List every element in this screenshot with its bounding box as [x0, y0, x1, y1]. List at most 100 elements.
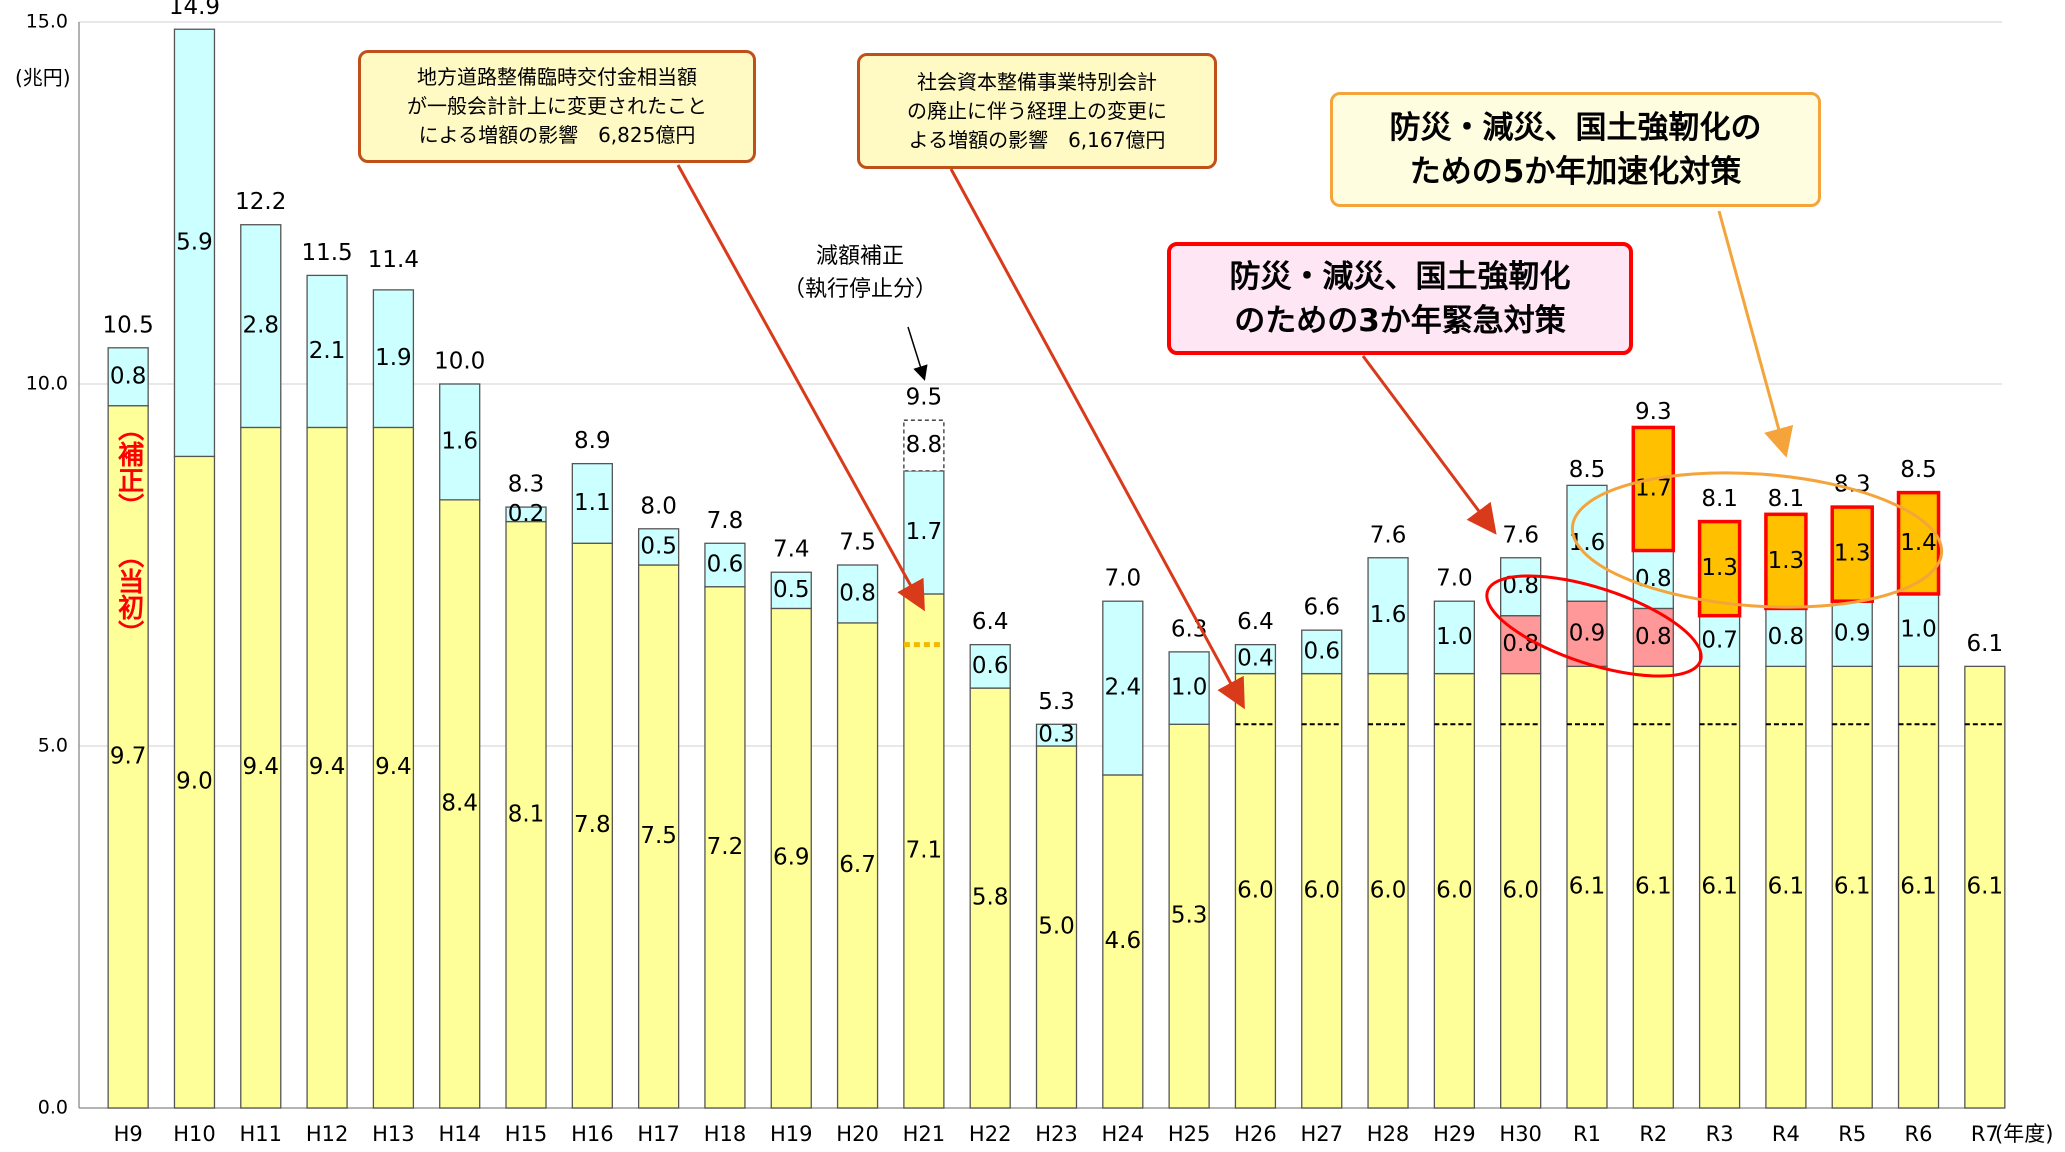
bar-segment — [1168, 723, 1210, 1109]
x-tick-label: H11 — [240, 1122, 283, 1146]
bar-value-label: 7.5 — [640, 823, 677, 849]
legend-label: （補正） — [114, 415, 145, 519]
bar-value-label: 6.0 — [1303, 877, 1340, 903]
bar-value-label: 6.0 — [1502, 877, 1539, 903]
x-tick-label: R7 — [1971, 1122, 1999, 1146]
bar-segment — [1301, 629, 1343, 675]
bar-value-label: 0.5 — [640, 533, 677, 559]
bar-segment — [1897, 665, 1940, 1109]
bar-value-label: 0.9 — [1569, 620, 1606, 646]
bar-value-label: 0.3 — [1038, 722, 1075, 748]
bar-value-label: 9.4 — [309, 754, 346, 780]
bar-value-label: 1.3 — [1701, 555, 1738, 581]
x-tick-label: R3 — [1706, 1122, 1734, 1146]
bar-value-label: 0.5 — [773, 577, 810, 603]
bar-value-label: 6.1 — [1834, 874, 1871, 900]
bar-segment — [306, 426, 348, 1109]
bar-segment — [1698, 665, 1741, 1109]
bar-segment — [903, 470, 945, 595]
bar-segment — [1301, 672, 1343, 1109]
total-label: 11.5 — [301, 240, 352, 266]
bar-segment — [969, 687, 1011, 1109]
bar-value-label: 6.1 — [1569, 874, 1606, 900]
x-tick-label: R5 — [1838, 1122, 1866, 1146]
y-tick-label: 5.0 — [38, 735, 68, 757]
bar-value-label: 1.0 — [1436, 624, 1473, 650]
bar-segment — [1035, 723, 1078, 747]
x-tick-label: H29 — [1433, 1122, 1476, 1146]
x-tick-label: H18 — [704, 1122, 747, 1146]
bar-value-label: 6.9 — [773, 845, 810, 871]
bar-value-label: 7.8 — [574, 812, 611, 838]
x-tick-label: H28 — [1367, 1122, 1410, 1146]
bar-segment — [1102, 600, 1144, 776]
bar-value-label: 0.7 — [1701, 628, 1738, 654]
bar-value-label: 7.2 — [707, 834, 744, 860]
bar-segment — [903, 593, 945, 1109]
reduction-label: 8.8 — [906, 432, 943, 458]
total-label: 6.4 — [972, 609, 1009, 635]
x-tick-label: H22 — [969, 1122, 1012, 1146]
bar-segment — [1433, 672, 1476, 1109]
bar-value-label: 1.6 — [441, 428, 478, 454]
bar-value-label: 5.0 — [1038, 914, 1075, 940]
bar-value-label: 9.4 — [375, 754, 412, 780]
x-tick-label: H14 — [438, 1122, 481, 1146]
bar-value-label: 0.8 — [1768, 624, 1805, 650]
bar-value-label: 1.3 — [1768, 548, 1805, 574]
x-tick-label: R6 — [1905, 1122, 1933, 1146]
bar-segment — [1765, 665, 1807, 1109]
total-label: 11.4 — [368, 247, 419, 273]
total-label: 8.5 — [1569, 457, 1606, 483]
bar-segment — [637, 564, 680, 1109]
bar-value-label: 1.0 — [1171, 675, 1208, 701]
bar-value-label: 0.4 — [1237, 646, 1274, 672]
bar-value-label: 9.0 — [176, 769, 213, 795]
x-tick-label: R2 — [1639, 1122, 1667, 1146]
bar-segment — [1500, 672, 1542, 1109]
bar-value-label: 0.9 — [1834, 620, 1871, 646]
total-label: 8.9 — [574, 428, 611, 454]
callout: 地方道路整備臨時交付金相当額 が一般会計計上に変更されたこと による増額の影響 … — [358, 50, 756, 163]
total-label: 6.1 — [1967, 631, 2004, 657]
bar-segment — [240, 426, 282, 1109]
reduction-box — [903, 419, 945, 472]
total-label: 8.1 — [1701, 486, 1738, 512]
bar-segment — [1830, 505, 1874, 603]
bar-segment — [439, 499, 481, 1109]
bar-segment — [1035, 745, 1078, 1109]
total-label: 6.6 — [1303, 595, 1340, 621]
total-label: 14.9 — [169, 0, 220, 20]
bar-segment — [1168, 651, 1210, 725]
bar-segment — [107, 347, 149, 407]
bar-segment — [1102, 774, 1144, 1109]
bar-value-label: 1.9 — [375, 345, 412, 371]
bar-value-label: 6.0 — [1237, 877, 1274, 903]
bar-segment — [306, 274, 348, 429]
x-tick-label: H27 — [1300, 1122, 1343, 1146]
bar-segment — [1433, 600, 1476, 675]
arrow — [676, 164, 925, 612]
bar-segment — [1631, 425, 1676, 553]
bar-value-label: 0.6 — [707, 552, 744, 578]
x-tick-label: H16 — [571, 1122, 614, 1146]
x-tick-label: H26 — [1234, 1122, 1277, 1146]
total-label: 7.8 — [707, 508, 744, 534]
arrow — [1361, 355, 1497, 535]
x-tick-label: H15 — [505, 1122, 548, 1146]
x-tick-label: H19 — [770, 1122, 813, 1146]
x-tick-label: H24 — [1102, 1122, 1145, 1146]
x-tick-label: R4 — [1772, 1122, 1800, 1146]
bar-segment — [770, 571, 812, 610]
bar-segment — [173, 455, 216, 1109]
bar-value-label: 6.1 — [1768, 874, 1805, 900]
total-label: 9.5 — [906, 385, 943, 411]
arrow — [907, 326, 928, 381]
bar-value-label: 5.3 — [1171, 903, 1208, 929]
bar-segment — [1234, 672, 1277, 1109]
bar-segment — [704, 542, 746, 588]
bar-value-label: 1.6 — [1370, 602, 1407, 628]
bar-segment — [240, 224, 282, 429]
y-tick-label: 0.0 — [38, 1097, 68, 1119]
x-tick-label: H20 — [836, 1122, 879, 1146]
